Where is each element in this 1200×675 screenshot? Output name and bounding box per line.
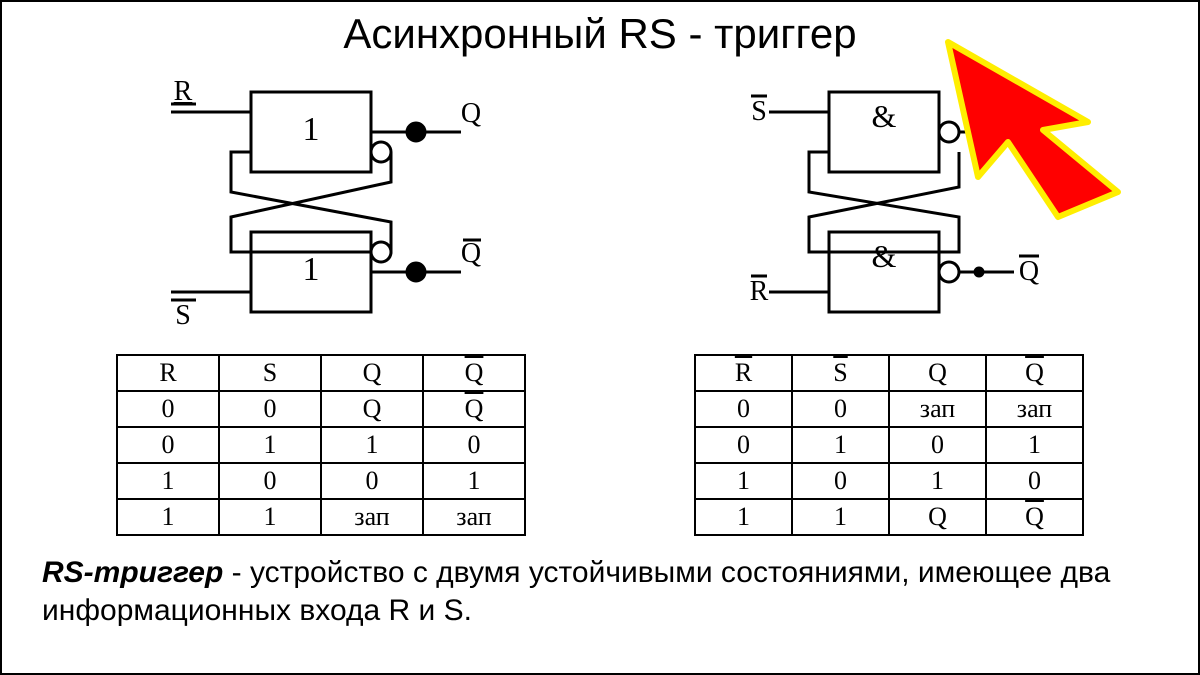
- table-row: 11QQ: [695, 499, 1083, 535]
- table-cell: 1: [792, 499, 889, 535]
- svg-text:Q: Q: [461, 238, 481, 269]
- table-cell: 0: [321, 463, 423, 499]
- svg-text:&: &: [872, 98, 897, 134]
- table-header: S: [792, 355, 889, 391]
- svg-text:S: S: [175, 300, 191, 331]
- table-cell: 1: [889, 463, 986, 499]
- table-row: 0110: [117, 427, 525, 463]
- table-header: R: [117, 355, 219, 391]
- table-cell: зап: [986, 391, 1083, 427]
- svg-text:R: R: [174, 76, 193, 107]
- left-column: 1 1 R S Q: [116, 62, 526, 536]
- table-cell: 0: [219, 463, 321, 499]
- right-schematic: & & S R Q: [729, 62, 1049, 342]
- svg-text:Q: Q: [1019, 116, 1039, 147]
- table-cell: 0: [792, 391, 889, 427]
- table-cell: 1: [321, 427, 423, 463]
- table-cell: Q: [423, 391, 525, 427]
- table-cell: 1: [986, 427, 1083, 463]
- left-schematic: 1 1 R S Q: [141, 62, 501, 342]
- table-header: R: [695, 355, 792, 391]
- svg-text:1: 1: [303, 111, 320, 148]
- table-cell: Q: [321, 391, 423, 427]
- svg-text:&: &: [872, 238, 897, 274]
- table-row: 1010: [695, 463, 1083, 499]
- table-row: 1001: [117, 463, 525, 499]
- table-cell: 0: [889, 427, 986, 463]
- table-cell: 0: [695, 391, 792, 427]
- description-term: RS-триггер: [42, 556, 223, 589]
- table-cell: 1: [423, 463, 525, 499]
- table-cell: 1: [117, 463, 219, 499]
- description-text: RS-триггер - устройство с двумя устойчив…: [42, 554, 1158, 629]
- svg-text:Q: Q: [461, 98, 481, 129]
- table-cell: 1: [792, 427, 889, 463]
- table-cell: 0: [117, 427, 219, 463]
- table-row: 0101: [695, 427, 1083, 463]
- page-title: Асинхронный RS - триггер: [2, 10, 1198, 58]
- table-cell: 0: [219, 391, 321, 427]
- table-cell: Q: [986, 499, 1083, 535]
- table-cell: зап: [321, 499, 423, 535]
- table-header: Q: [889, 355, 986, 391]
- table-header: Q: [321, 355, 423, 391]
- table-header: Q: [986, 355, 1083, 391]
- table-cell: 1: [219, 427, 321, 463]
- right-truth-table: RSQQ 00запзап0101101011QQ: [694, 354, 1084, 536]
- table-cell: 1: [219, 499, 321, 535]
- table-cell: 1: [117, 499, 219, 535]
- table-cell: 1: [695, 463, 792, 499]
- content-row: 1 1 R S Q: [2, 62, 1198, 536]
- table-cell: 0: [423, 427, 525, 463]
- table-header: S: [219, 355, 321, 391]
- table-row: 00QQ: [117, 391, 525, 427]
- table-cell: зап: [889, 391, 986, 427]
- table-cell: 0: [117, 391, 219, 427]
- svg-text:1: 1: [303, 251, 320, 288]
- table-cell: 0: [695, 427, 792, 463]
- table-cell: Q: [889, 499, 986, 535]
- table-row: 00запзап: [695, 391, 1083, 427]
- right-column: & & S R Q: [694, 62, 1084, 536]
- table-row: 11запзап: [117, 499, 525, 535]
- table-cell: 0: [792, 463, 889, 499]
- table-cell: 1: [695, 499, 792, 535]
- table-header: Q: [423, 355, 525, 391]
- table-cell: зап: [423, 499, 525, 535]
- left-truth-table: RSQQ 00QQ0110100111запзап: [116, 354, 526, 536]
- svg-text:Q: Q: [1019, 256, 1039, 287]
- table-cell: 0: [986, 463, 1083, 499]
- svg-text:S: S: [751, 96, 767, 127]
- svg-text:R: R: [750, 276, 769, 307]
